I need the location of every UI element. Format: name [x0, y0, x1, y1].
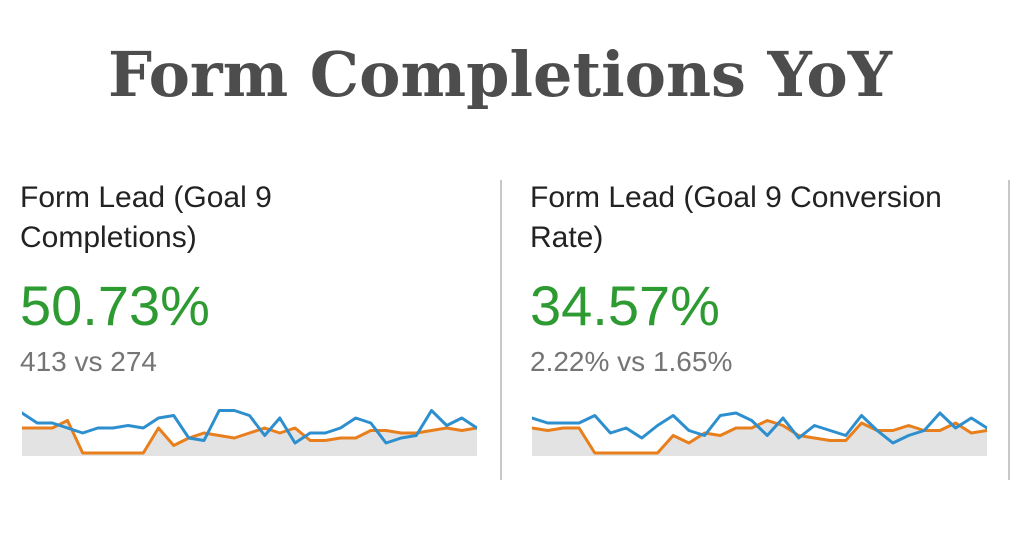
metric-comparison: 2.22% vs 1.65% — [530, 346, 733, 377]
sparkline-previous-series — [532, 419, 987, 455]
sparkline-current-series — [22, 409, 477, 445]
card-divider — [500, 180, 502, 480]
card-divider — [1008, 180, 1010, 480]
metric-label: Form Lead (Goal 9 Conversion Rate) — [530, 181, 942, 254]
sparkline-chart-completions — [22, 409, 477, 456]
metric-comparison: 413 vs 274 — [20, 346, 157, 377]
metric-card-conversion-rate: Form Lead (Goal 9 Conversion Rate) 34.57… — [530, 178, 1000, 378]
metric-change-percent: 34.57% — [530, 274, 720, 337]
sparkline-chart-conversion-rate — [532, 411, 987, 456]
sparkline-current-series — [532, 411, 987, 445]
sparkline-area-fill — [22, 420, 477, 456]
page-title: Form Completions YoY — [107, 38, 893, 111]
metric-card-completions: Form Lead (Goal 9 Completions) 50.73% 41… — [20, 178, 480, 378]
metric-change-percent: 50.73% — [20, 274, 210, 337]
sparkline-previous-series — [22, 419, 477, 455]
metric-label: Form Lead (Goal 9 Completions) — [20, 181, 272, 254]
